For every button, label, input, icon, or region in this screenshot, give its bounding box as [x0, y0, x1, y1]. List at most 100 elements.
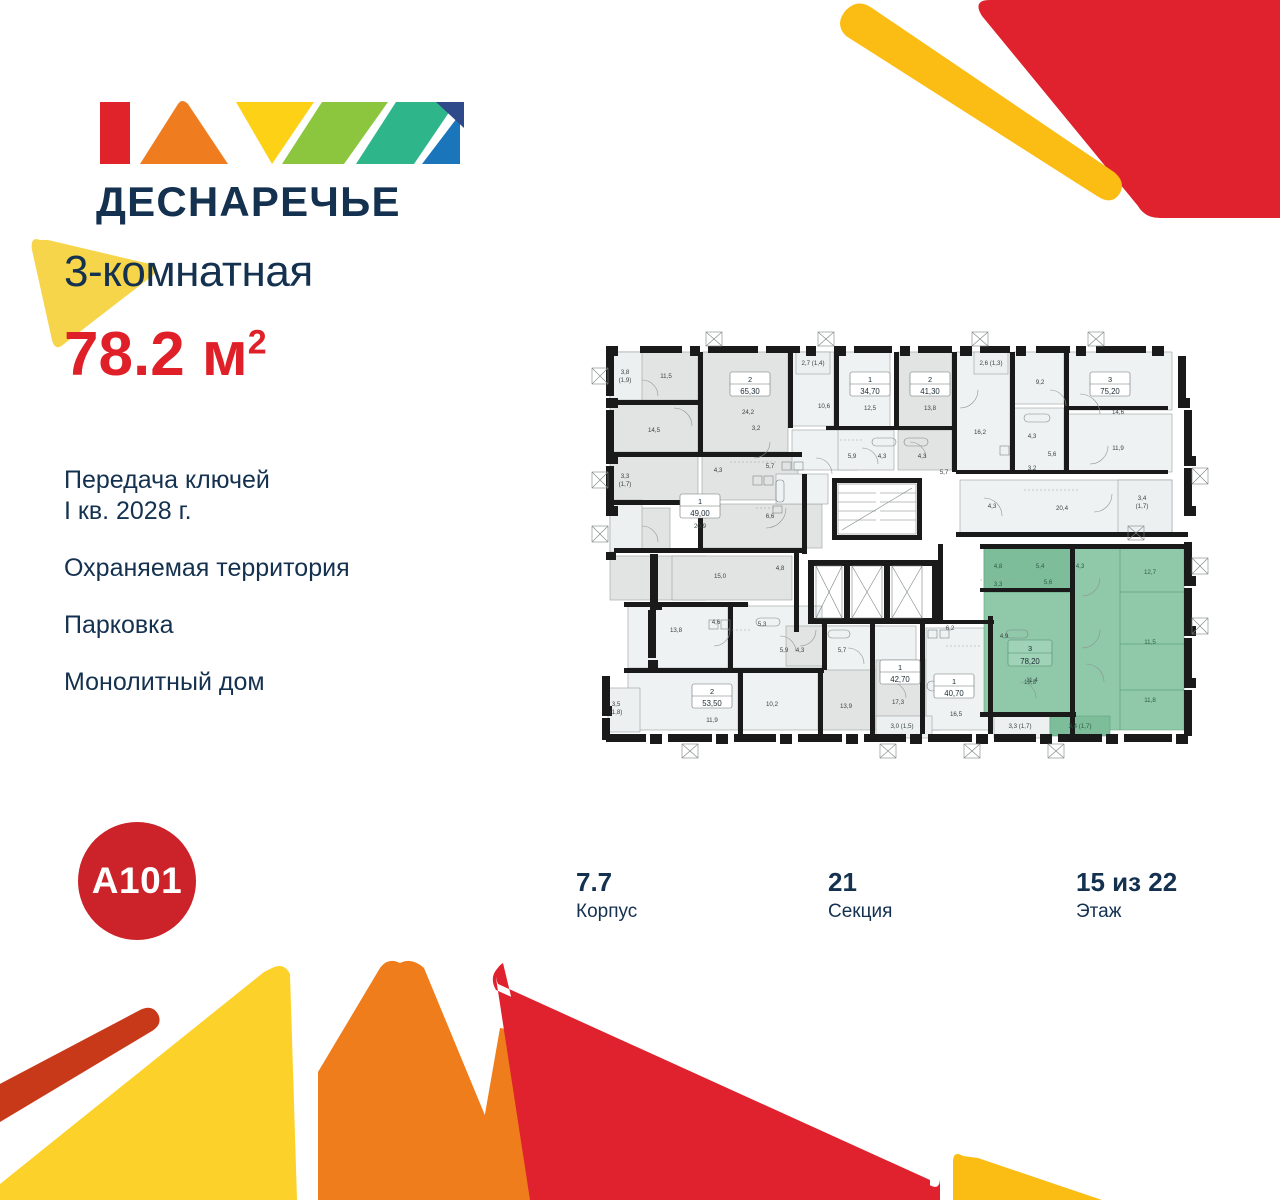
meta-floor: 15 из 22 Этаж — [1076, 868, 1177, 923]
meta-korpus-label: Корпус — [576, 900, 638, 922]
svg-text:11,5: 11,5 — [1144, 639, 1156, 646]
svg-text:40,70: 40,70 — [944, 689, 964, 698]
svg-text:20,9: 20,9 — [694, 523, 707, 530]
svg-text:13,8: 13,8 — [924, 405, 937, 412]
svg-text:3,0 (1,5): 3,0 (1,5) — [890, 723, 913, 730]
svg-text:4,3: 4,3 — [918, 453, 927, 460]
deco-shape-red-top-right — [978, 0, 1280, 218]
page-title-rooms: 3-комнатная — [64, 247, 313, 296]
desnarechye-wordmark: ДЕСНАРЕЧЬЕ — [96, 180, 401, 225]
svg-text:2,7 (1,4): 2,7 (1,4) — [801, 360, 824, 367]
feature-keys-line2: I кв. 2028 г. — [64, 497, 192, 525]
svg-text:3: 3 — [1028, 644, 1032, 653]
svg-text:3,8: 3,8 — [621, 369, 630, 376]
floorplan[interactable]: .u{fill:#e2e4e3;stroke:#9aa0a0;stroke-wi… — [580, 330, 1220, 770]
svg-text:4,3: 4,3 — [1076, 563, 1085, 570]
svg-text:4,3: 4,3 — [1028, 433, 1037, 440]
features-list: Передача ключей I кв. 2028 г. Охраняемая… — [64, 465, 534, 698]
svg-text:14,5: 14,5 — [648, 427, 661, 434]
svg-text:4,6: 4,6 — [712, 619, 721, 626]
feature-keys-line1: Передача ключей — [64, 466, 270, 494]
svg-text:4,3: 4,3 — [878, 453, 887, 460]
svg-text:1: 1 — [952, 677, 956, 686]
svg-text:5,7: 5,7 — [766, 463, 775, 470]
meta-section-value: 21 — [828, 867, 857, 897]
area-number: 78.2 м — [64, 320, 248, 389]
meta-floor-value: 15 из 22 — [1076, 867, 1178, 897]
svg-text:4,3: 4,3 — [714, 467, 723, 474]
svg-text:13,9: 13,9 — [840, 703, 853, 710]
svg-text:20,4: 20,4 — [1056, 505, 1069, 512]
svg-text:5,7: 5,7 — [940, 469, 949, 476]
svg-text:11,8: 11,8 — [1144, 697, 1156, 704]
svg-text:5,6: 5,6 — [1048, 451, 1057, 458]
feature-keys-handover: Передача ключей I кв. 2028 г. — [64, 465, 534, 527]
floorplan-meta-bar: 7.7 Корпус 21 Секция 15 из 22 Этаж — [576, 868, 1236, 940]
feature-parking: Парковка — [64, 611, 174, 639]
svg-text:6,6: 6,6 — [766, 513, 775, 520]
svg-text:12,7: 12,7 — [1144, 569, 1157, 576]
svg-text:(1,7): (1,7) — [1136, 503, 1149, 510]
area-unit-superscript: 2 — [247, 323, 267, 362]
floorplan-svg[interactable]: .u{fill:#e2e4e3;stroke:#9aa0a0;stroke-wi… — [580, 330, 1220, 770]
svg-text:2: 2 — [710, 687, 714, 696]
deco-shape-darkorange-bottom-left — [0, 1007, 160, 1123]
svg-text:11,9: 11,9 — [1112, 445, 1124, 452]
svg-text:4,9: 4,9 — [1000, 633, 1009, 640]
svg-text:(1,8): (1,8) — [610, 709, 623, 716]
svg-text:3,2: 3,2 — [1028, 465, 1037, 472]
meta-section-label: Секция — [828, 900, 893, 922]
svg-text:1: 1 — [868, 375, 872, 384]
svg-text:5,7: 5,7 — [838, 647, 847, 654]
svg-text:11,4: 11,4 — [1026, 677, 1038, 684]
svg-text:10,2: 10,2 — [766, 701, 779, 708]
svg-text:(1,7): (1,7) — [619, 481, 632, 488]
svg-text:49,00: 49,00 — [690, 509, 710, 518]
meta-korpus-value: 7.7 — [576, 867, 613, 897]
svg-text:65,30: 65,30 — [740, 387, 760, 396]
svg-text:(1,9): (1,9) — [619, 377, 632, 384]
svg-text:24,2: 24,2 — [742, 409, 755, 416]
deco-shape-gold-bottom-right — [953, 1154, 1102, 1200]
svg-text:5,3: 5,3 — [758, 621, 767, 628]
svg-text:2: 2 — [748, 375, 752, 384]
page-title-area: 78.2 м2 — [64, 324, 534, 386]
title-block: 3-комнатная 78.2 м2 — [64, 250, 534, 386]
svg-text:5,6: 5,6 — [1044, 579, 1053, 586]
svg-text:11,5: 11,5 — [660, 373, 672, 380]
svg-text:75,20: 75,20 — [1100, 387, 1120, 396]
svg-text:5,9: 5,9 — [780, 647, 789, 654]
svg-text:42,70: 42,70 — [890, 675, 910, 684]
brand-logo[interactable]: ДЕСНАРЕЧЬЕ — [96, 92, 476, 226]
svg-text:3,3: 3,3 — [621, 473, 630, 480]
svg-text:78,20: 78,20 — [1020, 657, 1040, 666]
wordmark-text: ДЕСНАРЕЧЬЕ — [96, 180, 401, 225]
svg-text:9,2: 9,2 — [1036, 379, 1045, 386]
svg-text:19,3: 19,3 — [1024, 679, 1037, 686]
meta-floor-label: Этаж — [1076, 900, 1122, 922]
svg-text:6,2: 6,2 — [946, 625, 955, 632]
svg-text:16,2: 16,2 — [974, 429, 987, 436]
svg-text:3,2: 3,2 — [752, 425, 761, 432]
svg-text:14,6: 14,6 — [1112, 409, 1125, 416]
svg-text:15,0: 15,0 — [714, 573, 727, 580]
svg-text:5,4: 5,4 — [1036, 563, 1045, 570]
svg-text:53,50: 53,50 — [702, 699, 722, 708]
desnarechye-logo-mark — [100, 101, 464, 164]
svg-text:41,30: 41,30 — [920, 387, 940, 396]
svg-text:3: 3 — [1108, 375, 1112, 384]
deco-shape-yellow-title — [31, 239, 157, 348]
svg-text:13,8: 13,8 — [670, 627, 683, 634]
svg-text:3,3 (1,7): 3,3 (1,7) — [1008, 723, 1031, 730]
feature-construction: Монолитный дом — [64, 668, 265, 696]
meta-section: 21 Секция — [828, 868, 892, 923]
svg-text:4,3: 4,3 — [796, 647, 805, 654]
a101-developer-badge[interactable]: A101 — [78, 822, 196, 940]
svg-text:4,8: 4,8 — [776, 565, 785, 572]
deco-shape-red-bottom-right-body — [495, 963, 930, 1200]
svg-text:5,9: 5,9 — [848, 453, 857, 460]
svg-text:3,4: 3,4 — [1138, 495, 1147, 502]
svg-text:10,6: 10,6 — [818, 403, 831, 410]
meta-korpus: 7.7 Корпус — [576, 868, 637, 923]
